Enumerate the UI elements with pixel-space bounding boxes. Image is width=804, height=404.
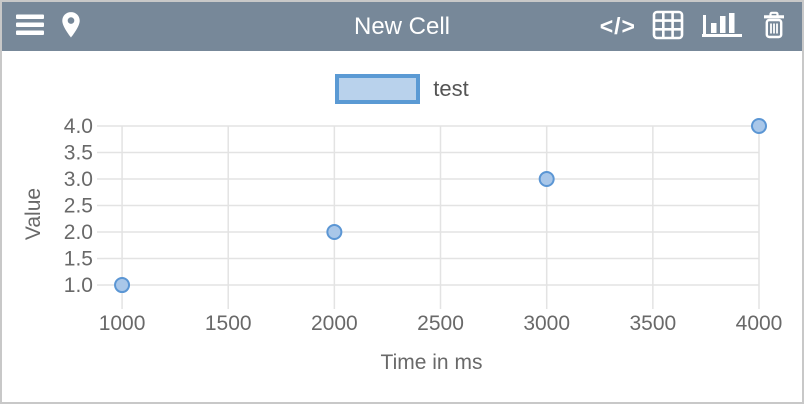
y-tick-label: 1.5 xyxy=(64,248,93,271)
location-button[interactable] xyxy=(60,11,82,42)
code-view-button[interactable]: </> xyxy=(600,13,636,40)
y-tick-label: 1.0 xyxy=(64,274,93,297)
table-view-button[interactable] xyxy=(652,10,684,43)
y-tick-label: 4.0 xyxy=(64,115,93,138)
chart-legend: test xyxy=(2,74,802,104)
data-point[interactable] xyxy=(114,277,131,294)
x-tick-label: 1500 xyxy=(205,312,252,335)
x-tick-label: 2500 xyxy=(417,312,464,335)
x-tick-label: 1000 xyxy=(99,312,146,335)
data-point[interactable] xyxy=(751,118,767,134)
y-tick-label: 2.5 xyxy=(64,195,93,218)
y-tick-label: 2.0 xyxy=(64,221,93,244)
map-pin-icon xyxy=(60,11,82,42)
widget-title: New Cell xyxy=(353,12,451,40)
x-axis-title: Time in ms xyxy=(381,351,483,374)
trash-icon xyxy=(760,10,788,43)
y-tick-label: 3.0 xyxy=(64,168,93,191)
x-tick-label: 3000 xyxy=(523,312,570,335)
data-point[interactable] xyxy=(538,171,555,188)
chart-view-button[interactable] xyxy=(700,9,744,44)
legend-swatch[interactable] xyxy=(335,74,421,104)
table-icon xyxy=(652,10,684,43)
y-axis-title: Value xyxy=(22,188,45,240)
header-right-actions: </> xyxy=(600,9,788,44)
bar-chart-icon xyxy=(700,9,744,44)
data-point[interactable] xyxy=(326,224,343,241)
menu-icon xyxy=(16,14,44,39)
header-left-actions xyxy=(16,11,82,42)
menu-button[interactable] xyxy=(16,14,44,39)
code-icon: </> xyxy=(599,13,636,39)
widget-header: New Cell </> xyxy=(2,2,802,51)
y-tick-label: 3.5 xyxy=(64,142,93,165)
delete-button[interactable] xyxy=(760,10,788,43)
x-tick-label: 2000 xyxy=(311,312,358,335)
legend-label[interactable]: test xyxy=(433,76,469,101)
x-tick-label: 3500 xyxy=(629,312,676,335)
x-tick-label: 4000 xyxy=(736,312,783,335)
